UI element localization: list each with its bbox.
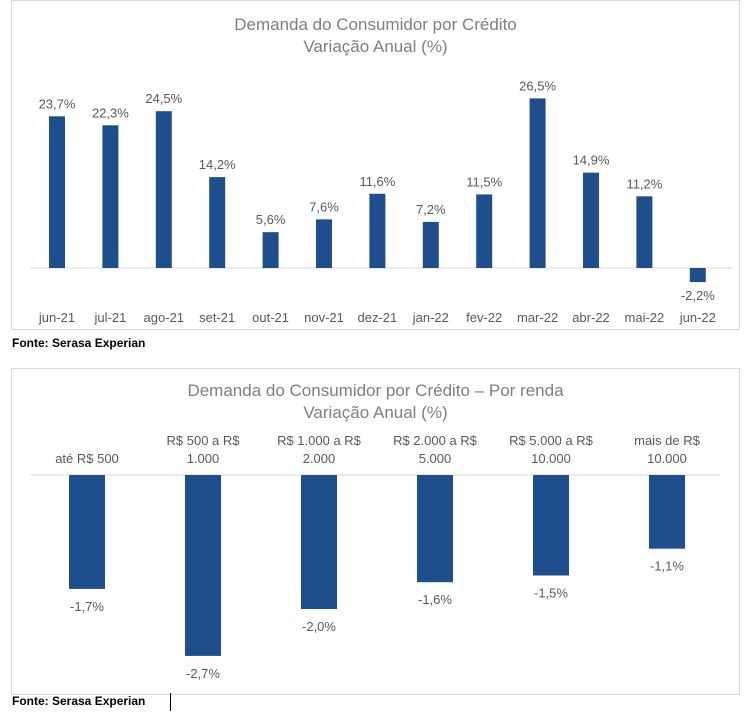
- tick-label: R$ 500 a R$: [167, 433, 241, 448]
- data-label: 22,3%: [92, 105, 129, 120]
- data-label: 5,6%: [256, 212, 286, 227]
- tick-label: 10.000: [647, 451, 687, 466]
- bar: [369, 193, 386, 268]
- bar: [649, 475, 685, 549]
- data-label: 7,6%: [309, 199, 339, 214]
- data-label: -1,5%: [534, 586, 568, 601]
- chart-subtitle: Variação Anual (%): [303, 37, 448, 56]
- chart-panel-income: Demanda do Consumidor por Crédito – Por …: [11, 368, 740, 695]
- data-label: 14,2%: [199, 157, 236, 172]
- data-label: -2,7%: [186, 666, 220, 681]
- bar: [636, 196, 653, 268]
- data-label: -2,2%: [681, 288, 715, 303]
- bar: [209, 177, 226, 268]
- bar: [476, 194, 493, 268]
- chart-panel-monthly: Demanda do Consumidor por Crédito Variaç…: [11, 0, 740, 330]
- data-label: 26,5%: [519, 78, 556, 93]
- tick-label: out-21: [252, 310, 289, 325]
- bar: [689, 268, 706, 283]
- tick-label: 1.000: [187, 451, 220, 466]
- bar: [316, 219, 332, 268]
- tick-label: 2.000: [303, 451, 336, 466]
- tick-label: jan-22: [412, 310, 449, 325]
- tick-label: dez-21: [358, 310, 398, 325]
- tick-label: jun-22: [679, 310, 716, 325]
- tick-label: mais de R$: [634, 433, 701, 448]
- tick-label: R$ 1.000 a R$: [277, 433, 362, 448]
- bar: [301, 475, 337, 609]
- data-label: 11,6%: [359, 174, 395, 189]
- data-label: -2,0%: [302, 619, 336, 634]
- chart-subtitle: Variação Anual (%): [303, 403, 448, 422]
- data-label: 24,5%: [145, 91, 182, 106]
- bar: [422, 221, 439, 268]
- data-label: 7,2%: [416, 202, 446, 217]
- tick-label: 5.000: [419, 451, 452, 466]
- text-cursor: [170, 693, 171, 711]
- chart-title: Demanda do Consumidor por Crédito – Por …: [187, 381, 564, 400]
- tick-label: R$ 2.000 a R$: [393, 433, 478, 448]
- tick-label: mar-22: [517, 310, 558, 325]
- bar: [49, 116, 65, 268]
- tick-label: 10.000: [531, 451, 571, 466]
- data-label: -1,7%: [70, 599, 104, 614]
- chart-title: Demanda do Consumidor por Crédito: [234, 15, 517, 34]
- chart-monthly-plot: 23,7% jun-21 22,3% jul-21 24,5% ago-21 14,2% se…: [30, 78, 732, 325]
- chart-income-plot: -1,7% até R$ 500 -2,7% R$ 500 a R$ 1.000 -2,0…: [30, 433, 720, 681]
- data-label: -1,1%: [650, 559, 684, 574]
- data-label: 23,7%: [39, 96, 76, 111]
- data-label: -1,6%: [418, 592, 452, 607]
- bar: [417, 475, 453, 583]
- data-label: 11,2%: [626, 176, 662, 191]
- bar: [102, 125, 119, 268]
- tick-label: jun-21: [38, 310, 75, 325]
- tick-label: abr-22: [572, 310, 610, 325]
- source-note: Fonte: Serasa Experian: [12, 694, 146, 708]
- tick-label: nov-21: [304, 310, 344, 325]
- tick-label: mai-22: [625, 310, 665, 325]
- tick-label: jul-21: [94, 310, 127, 325]
- tick-label: ago-21: [144, 310, 184, 325]
- tick-label: até R$ 500: [55, 451, 119, 466]
- tick-label: set-21: [199, 310, 235, 325]
- bar: [155, 111, 172, 268]
- bar: [529, 98, 546, 269]
- tick-label: R$ 5.000 a R$: [509, 433, 594, 448]
- source-note: Fonte: Serasa Experian: [12, 336, 146, 350]
- bar: [533, 475, 569, 576]
- bar: [262, 232, 279, 268]
- data-label: 14,9%: [573, 153, 610, 168]
- tick-label: fev-22: [466, 310, 502, 325]
- bar: [185, 475, 221, 656]
- data-label: 11,5%: [466, 174, 502, 189]
- bar: [69, 475, 105, 589]
- bar: [583, 172, 599, 268]
